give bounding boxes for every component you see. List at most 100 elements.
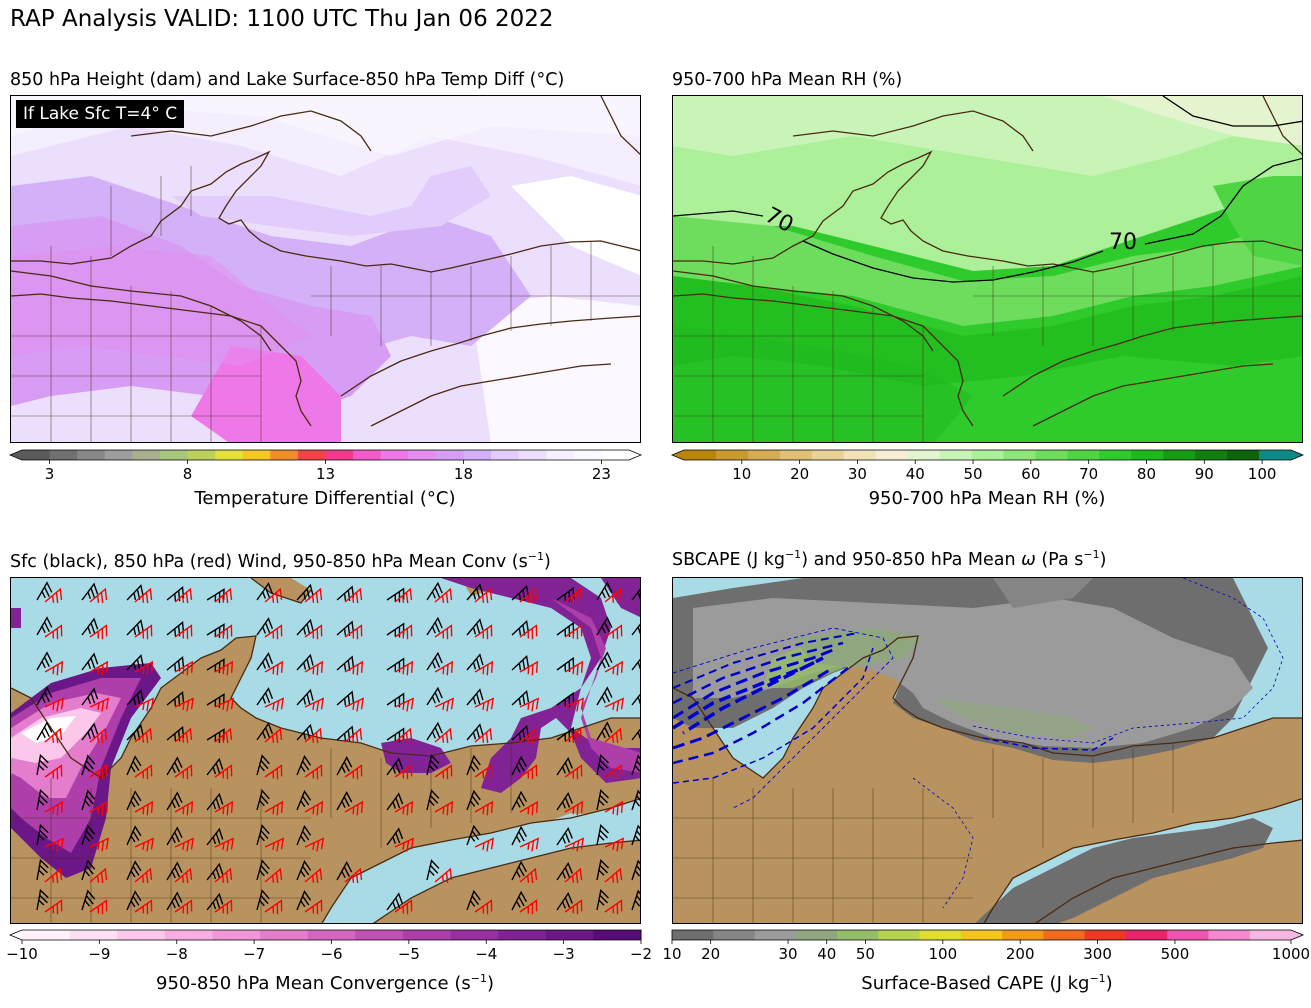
colorbar-swatch (212, 930, 261, 940)
850hpa-wind-barb (304, 899, 323, 915)
panel3-map (10, 577, 641, 924)
colorbar-swatch (1131, 450, 1164, 460)
850hpa-wind-barb (639, 837, 640, 852)
panel2-map: 70 70 (672, 95, 1303, 443)
colorbar-swatch (811, 450, 845, 460)
colorbar-swatch (1035, 450, 1068, 460)
850hpa-wind-barb (394, 727, 413, 744)
850hpa-wind-barb (134, 587, 153, 604)
colorbar-tick-label: 70 (1079, 465, 1099, 483)
colorbar-swatch (907, 450, 941, 460)
850hpa-wind-barb (474, 660, 494, 676)
colorbar-swatch (380, 450, 409, 460)
850hpa-wind-barb (214, 837, 235, 852)
colorbar-swatch (795, 930, 838, 940)
colorbar-swatch (77, 450, 106, 460)
surface-wind-barb (81, 652, 99, 671)
surface-wind-barb (36, 788, 49, 811)
850hpa-wind-barb (174, 837, 195, 852)
850hpa-wind-barb (474, 587, 493, 604)
colorbar-extend-high (1291, 930, 1303, 940)
850hpa-wind-barb (44, 624, 63, 640)
850hpa-wind-barb (89, 899, 108, 915)
surface-wind-barb (256, 617, 274, 636)
surface-wind-barb (426, 686, 443, 706)
850hpa-wind-barb (264, 587, 283, 604)
surface-wind-barb (466, 583, 484, 601)
colorbar-swatch (939, 450, 973, 460)
colorbar-tick-label: 40 (905, 465, 925, 483)
colorbar-swatch (104, 450, 133, 460)
surface-wind-barb (631, 859, 640, 881)
surface-wind-barb (81, 754, 96, 776)
colorbar-tick-label: 60 (1021, 465, 1041, 483)
panel2-colorbar: 10 20 30 40 50 60 70 80 90 100 950-700 hPa Mean R… (670, 448, 1305, 509)
colorbar-tick-label: 30 (847, 465, 867, 483)
colorbar-tick-label: 8 (182, 465, 193, 483)
850hpa-wind-barb (304, 837, 325, 852)
850hpa-wind-barb (474, 899, 493, 915)
850hpa-wind-barb (604, 587, 623, 604)
panel4-title: SBCAPE (J kg−1) and 950-850 hPa Mean ω (… (672, 548, 1107, 570)
surface-wind-barb (36, 858, 49, 881)
surface-wind-barb (631, 722, 640, 741)
850hpa-wind-barb (639, 727, 640, 744)
surface-wind-barb (36, 888, 49, 911)
surface-wind-barb (386, 727, 405, 743)
colorbar-swatch (450, 930, 499, 940)
rh-70-contour (673, 96, 1302, 283)
surface-wind-barb (511, 825, 527, 846)
colorbar-swatch (919, 930, 962, 940)
850hpa-wind-barb (344, 764, 363, 780)
colorbar-tick-label: −9 (88, 945, 111, 963)
850hpa-wind-barb (89, 727, 108, 744)
colorbar-swatch (1067, 450, 1100, 460)
surface-wind-barb (596, 616, 613, 636)
surface-wind-barb (256, 754, 270, 776)
850hpa-wind-barb (174, 764, 193, 780)
850hpa-wind-barb (344, 587, 363, 604)
colorbar-swatch (117, 930, 166, 940)
wind-barbs (36, 581, 640, 915)
850hpa-wind-barb (434, 727, 453, 744)
850hpa-wind-barb (214, 727, 233, 744)
colorbar-tick-label: 18 (453, 465, 473, 483)
surface-wind-barb (126, 755, 142, 776)
surface-wind-barb (631, 789, 640, 811)
surface-wind-barb (36, 686, 53, 706)
panel4-map (672, 577, 1303, 924)
colorbar-swatch (747, 450, 781, 460)
850hpa-wind-barb (214, 800, 234, 816)
surface-wind-barb (256, 789, 270, 811)
surface-wind-barb (466, 653, 484, 671)
surface-wind-barb (126, 619, 144, 636)
850hpa-wind-barb (89, 697, 110, 712)
colorbar-swatch (1099, 450, 1132, 460)
colorbar-swatch (215, 450, 244, 460)
colorbar-swatch (713, 930, 756, 940)
850hpa-wind-barb (174, 697, 195, 712)
colorbar-extend-high (1291, 450, 1303, 460)
850hpa-wind-barb (474, 624, 493, 640)
850hpa-wind-barb (604, 624, 623, 640)
surface-wind-barb (596, 721, 613, 741)
850hpa-wind-barb (564, 899, 583, 915)
colorbar-extend-low (10, 450, 22, 460)
surface-wind-barb (126, 790, 142, 811)
panel4-coastlines (673, 635, 1302, 923)
panel1-colorbar: 3 8 13 18 23 Temperature Differential (°C) (8, 448, 643, 509)
surface-wind-barb (631, 824, 640, 846)
surface-wind-barb (206, 827, 224, 846)
850hpa-wind-barb (89, 587, 108, 604)
850hpa-wind-barb (214, 899, 233, 915)
colorbar-swatch (1167, 930, 1209, 940)
colorbar-swatch (242, 450, 271, 460)
850hpa-wind-barb (434, 764, 453, 780)
colorbar-tick-label: 90 (1194, 465, 1214, 483)
colorbar-swatch (1227, 450, 1260, 460)
panel4-colorbar-swatches (671, 929, 1305, 944)
850hpa-wind-barb (604, 899, 623, 915)
colorbar-swatch (408, 450, 437, 460)
850hpa-wind-barb (434, 697, 455, 712)
850hpa-wind-barb (174, 587, 193, 604)
